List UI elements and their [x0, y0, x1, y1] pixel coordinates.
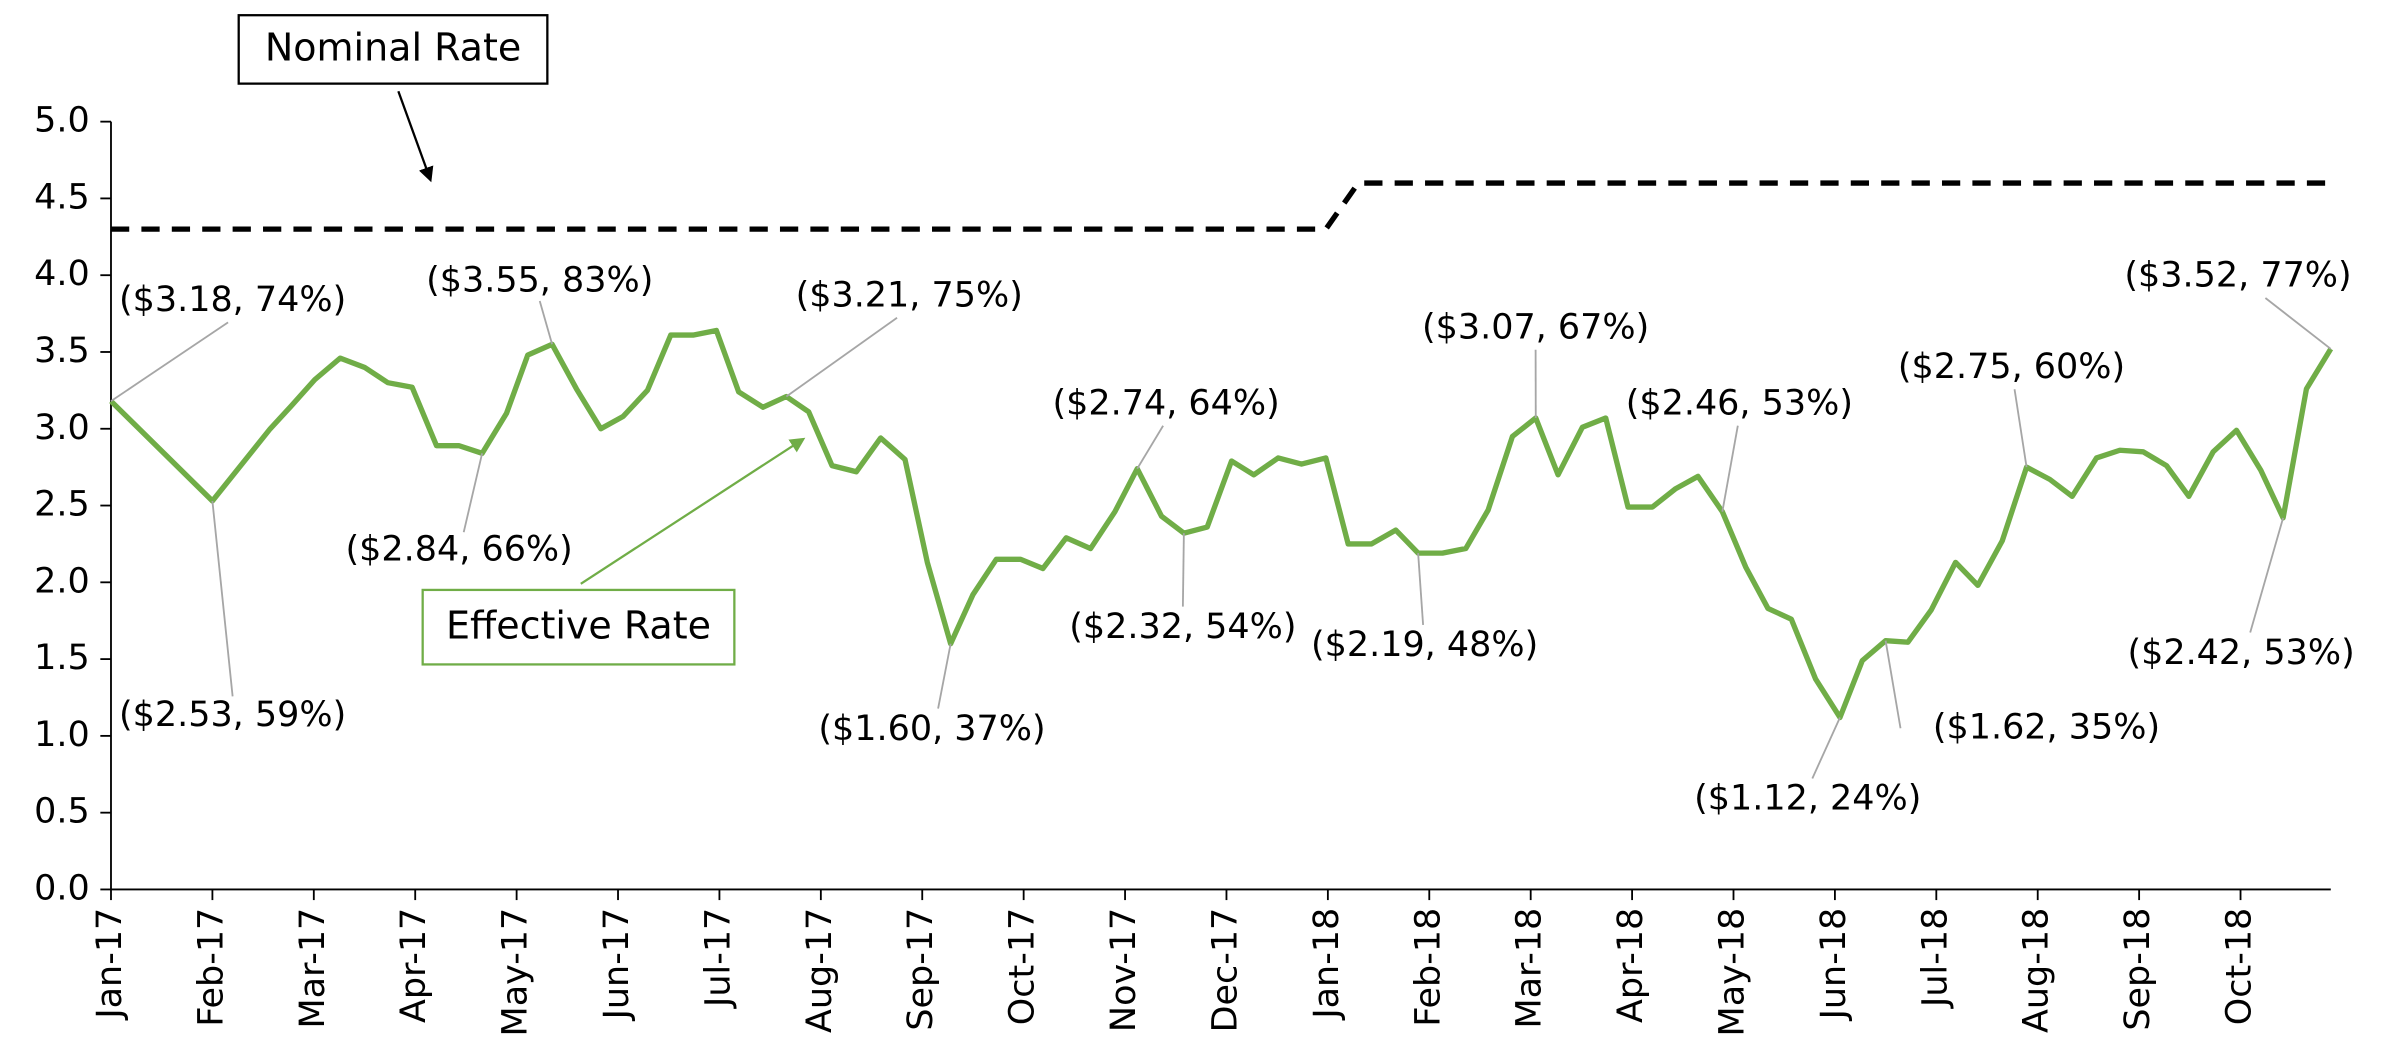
annotation: ($2.74, 64%) [1053, 383, 1280, 423]
arrow [580, 437, 806, 585]
annotation-leader [1181, 533, 1185, 607]
annotation-leader [1721, 425, 1739, 512]
annotation-leader [538, 300, 553, 345]
annotation: ($3.55, 83%) [426, 260, 653, 300]
y-tick-label: 2.5 [34, 485, 90, 525]
x-tick-label: Aug-18 [2017, 908, 2057, 1033]
y-tick-label: 5.0 [34, 101, 90, 141]
annotation-leader [937, 643, 952, 709]
annotation: ($3.18, 74%) [119, 280, 346, 320]
y-tick-label: 1.0 [34, 715, 90, 755]
y-tick-label: 4.0 [34, 254, 90, 294]
y-tick-label: 4.5 [34, 177, 90, 217]
effective-callout: Effective Rate [421, 437, 806, 666]
x-tick-label: Dec-17 [1205, 908, 1245, 1033]
series-label: Effective Rate [446, 603, 711, 647]
annotation: ($2.46, 53%) [1626, 383, 1853, 423]
annotation: ($2.75, 60%) [1898, 347, 2125, 387]
annotation-leader [1884, 640, 1902, 729]
series-label: Nominal Rate [265, 26, 521, 70]
x-tick-label: Jan-18 [1307, 908, 1347, 1021]
annotation: ($2.84, 66%) [346, 529, 573, 569]
annotation: ($1.12, 24%) [1694, 779, 1921, 819]
label-box [421, 588, 736, 666]
plot-area: 0.0 0.5 1.0 1.5 2.0 2.5 3.0 3.5 4.0 4.5 5.0 Jan-17 F… [34, 101, 2355, 1037]
annotation: ($2.53, 59%) [119, 695, 346, 735]
x-tick-label: Jul-17 [698, 908, 738, 1009]
annotation-leader [462, 453, 484, 533]
x-tick-label: Jun-17 [597, 908, 637, 1022]
x-tick-label: Feb-17 [191, 908, 231, 1027]
annotation-leader [2013, 389, 2028, 468]
arrow [397, 90, 434, 183]
annotation-leader [1136, 425, 1164, 470]
nominal-callout: Nominal Rate [237, 14, 549, 183]
x-tick-label: Sep-18 [2118, 908, 2158, 1031]
x-tick-label: Sep-17 [901, 908, 941, 1031]
annotation: ($3.07, 67%) [1422, 307, 1649, 347]
series-line [110, 180, 2331, 232]
y-tick-label: 3.5 [34, 331, 90, 371]
annotation-leader [2264, 297, 2332, 350]
x-tick-label: May-18 [1712, 908, 1752, 1037]
x-tick-label: Jun-18 [1814, 908, 1854, 1022]
y-tick-label: 2.0 [34, 561, 90, 601]
label-box [237, 14, 549, 85]
annotation: ($2.42, 53%) [2127, 633, 2354, 673]
annotation-leader [110, 321, 229, 402]
x-tick-label: Nov-17 [1104, 908, 1144, 1032]
x-tick-label: Apr-18 [1611, 908, 1651, 1023]
y-tick-label: 0.5 [34, 792, 90, 832]
annotation: ($2.32, 54%) [1069, 607, 1296, 647]
y-tick-label: 0.0 [34, 868, 90, 908]
x-tick-label: Apr-17 [394, 908, 434, 1023]
annotation: ($3.52, 77%) [2124, 256, 2351, 296]
annotation: ($2.19, 48%) [1311, 625, 1538, 665]
y-tick-label: 1.5 [34, 638, 90, 678]
annotation-leader [1417, 553, 1425, 625]
annotation: ($1.62, 35%) [1933, 707, 2160, 747]
series-line [109, 327, 2334, 721]
annotation-leader [2249, 517, 2285, 633]
annotation: ($3.21, 75%) [796, 275, 1023, 315]
annotation-leader [1811, 717, 1841, 779]
y-tick-label: 3.0 [34, 408, 90, 448]
x-tick-label: May-17 [496, 908, 536, 1037]
annotation-leader [211, 500, 234, 697]
x-tick-label: Oct-18 [2220, 908, 2260, 1026]
x-tick-label: Feb-18 [1408, 908, 1448, 1027]
x-tick-label: Mar-17 [293, 908, 333, 1029]
annotation-leader [785, 317, 898, 398]
x-tick-label: Aug-17 [800, 908, 840, 1033]
annotation: ($1.60, 37%) [818, 709, 1045, 749]
x-tick-label: Jul-18 [1915, 908, 1955, 1009]
x-tick-label: Mar-18 [1510, 908, 1550, 1029]
x-tick-label: Jan-17 [90, 908, 130, 1021]
x-tick-label: Oct-17 [1003, 908, 1043, 1026]
